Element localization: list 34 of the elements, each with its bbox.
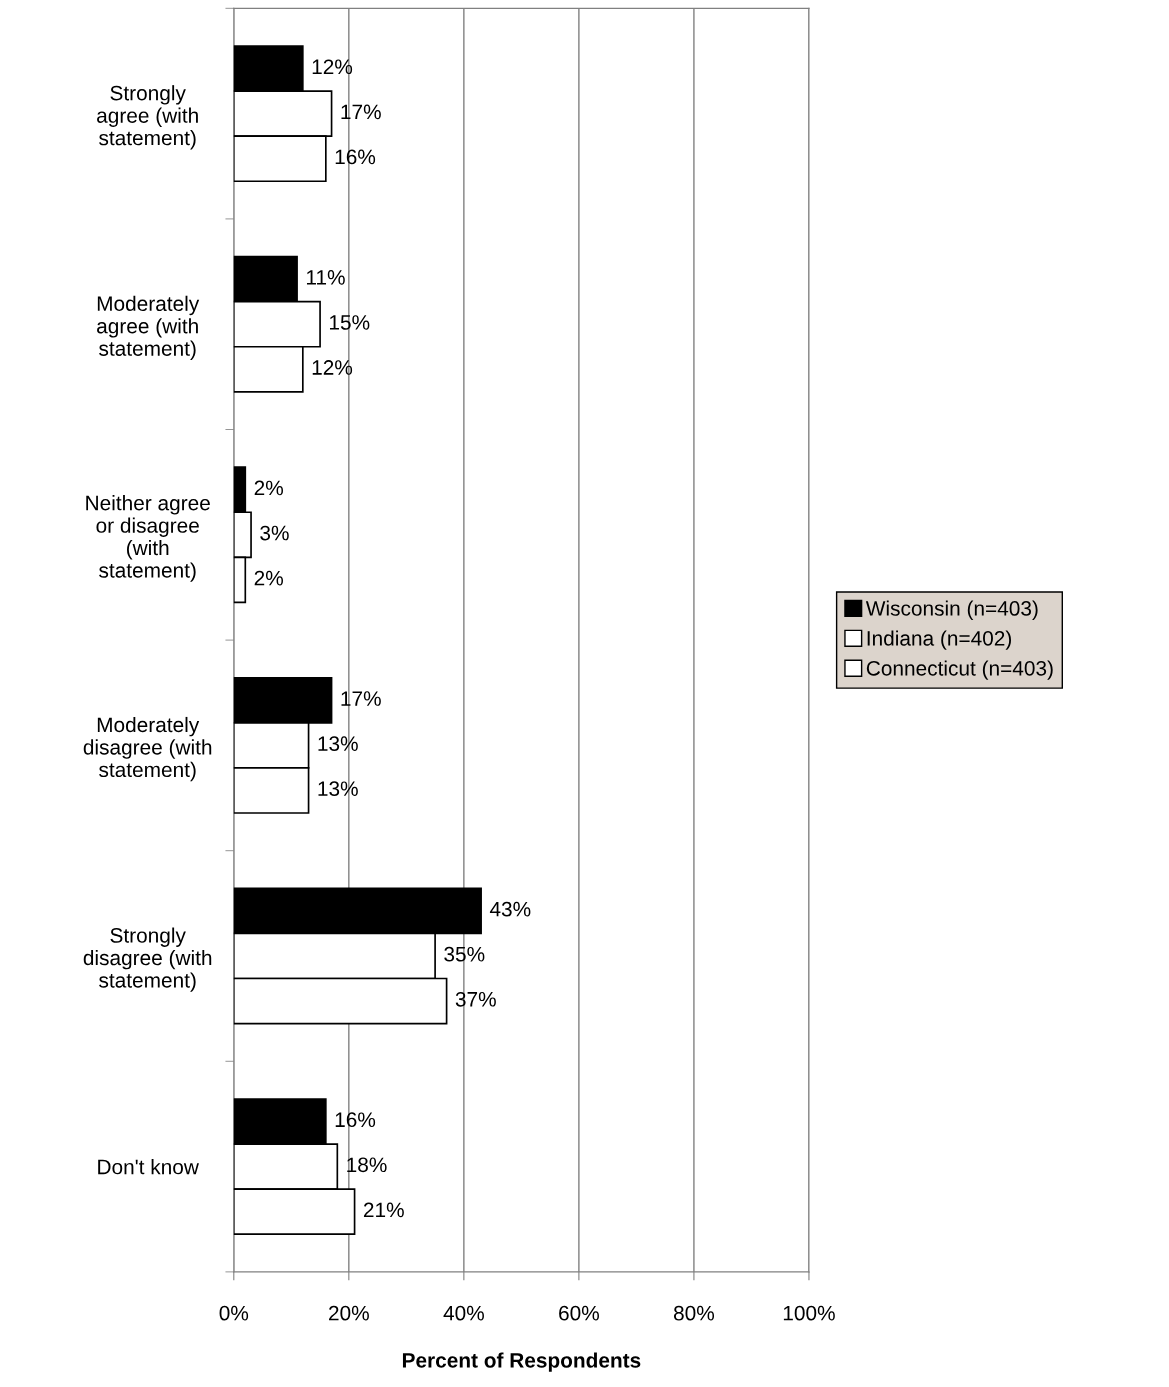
data-label: 2% [254, 570, 284, 586]
x-axis-title: Percent of Respondents [402, 1352, 641, 1372]
data-label: 13% [318, 736, 358, 751]
data-label: 2% [254, 480, 284, 496]
y-tick-label: Don't know [98, 1159, 199, 1175]
legend-label: Indiana (n=402) [867, 630, 1012, 650]
y-tick-label: Strongly disagree (with statement) [83, 927, 212, 992]
x-tick-label: 60% [559, 1305, 599, 1321]
y-tick-label: Moderately disagree (with statement) [83, 716, 212, 782]
data-label: 13% [318, 781, 358, 797]
data-label: 11% [306, 270, 345, 285]
x-tick-label: 0% [219, 1305, 249, 1321]
x-tick-label: 100% [783, 1305, 835, 1321]
data-label: 35% [444, 946, 485, 962]
data-label: 16% [335, 1112, 376, 1128]
data-label: 17% [341, 691, 381, 706]
data-label: 37% [455, 991, 496, 1007]
data-label: 15% [329, 315, 370, 330]
x-tick-label: 40% [443, 1305, 484, 1321]
x-tick-label: 80% [673, 1305, 715, 1321]
data-label: 18% [347, 1157, 387, 1173]
y-tick-label: Moderately agree (with statement) [97, 295, 200, 361]
data-label: 12% [312, 360, 353, 375]
data-label: 3% [260, 525, 289, 541]
legend-label: Connecticut (n=403) [866, 660, 1053, 680]
data-label: 12% [312, 59, 353, 75]
data-label: 17% [341, 104, 381, 120]
y-tick-label: Neither agree or disagree (with statement) [86, 495, 210, 582]
legend-label: Wisconsin (n=403) [865, 600, 1038, 620]
data-label: 21% [363, 1202, 404, 1218]
x-tick-label: 20% [329, 1305, 369, 1321]
y-tick-label: Strongly agree (with statement) [97, 85, 198, 150]
data-label: 16% [335, 149, 376, 165]
data-label: 43% [489, 901, 531, 917]
